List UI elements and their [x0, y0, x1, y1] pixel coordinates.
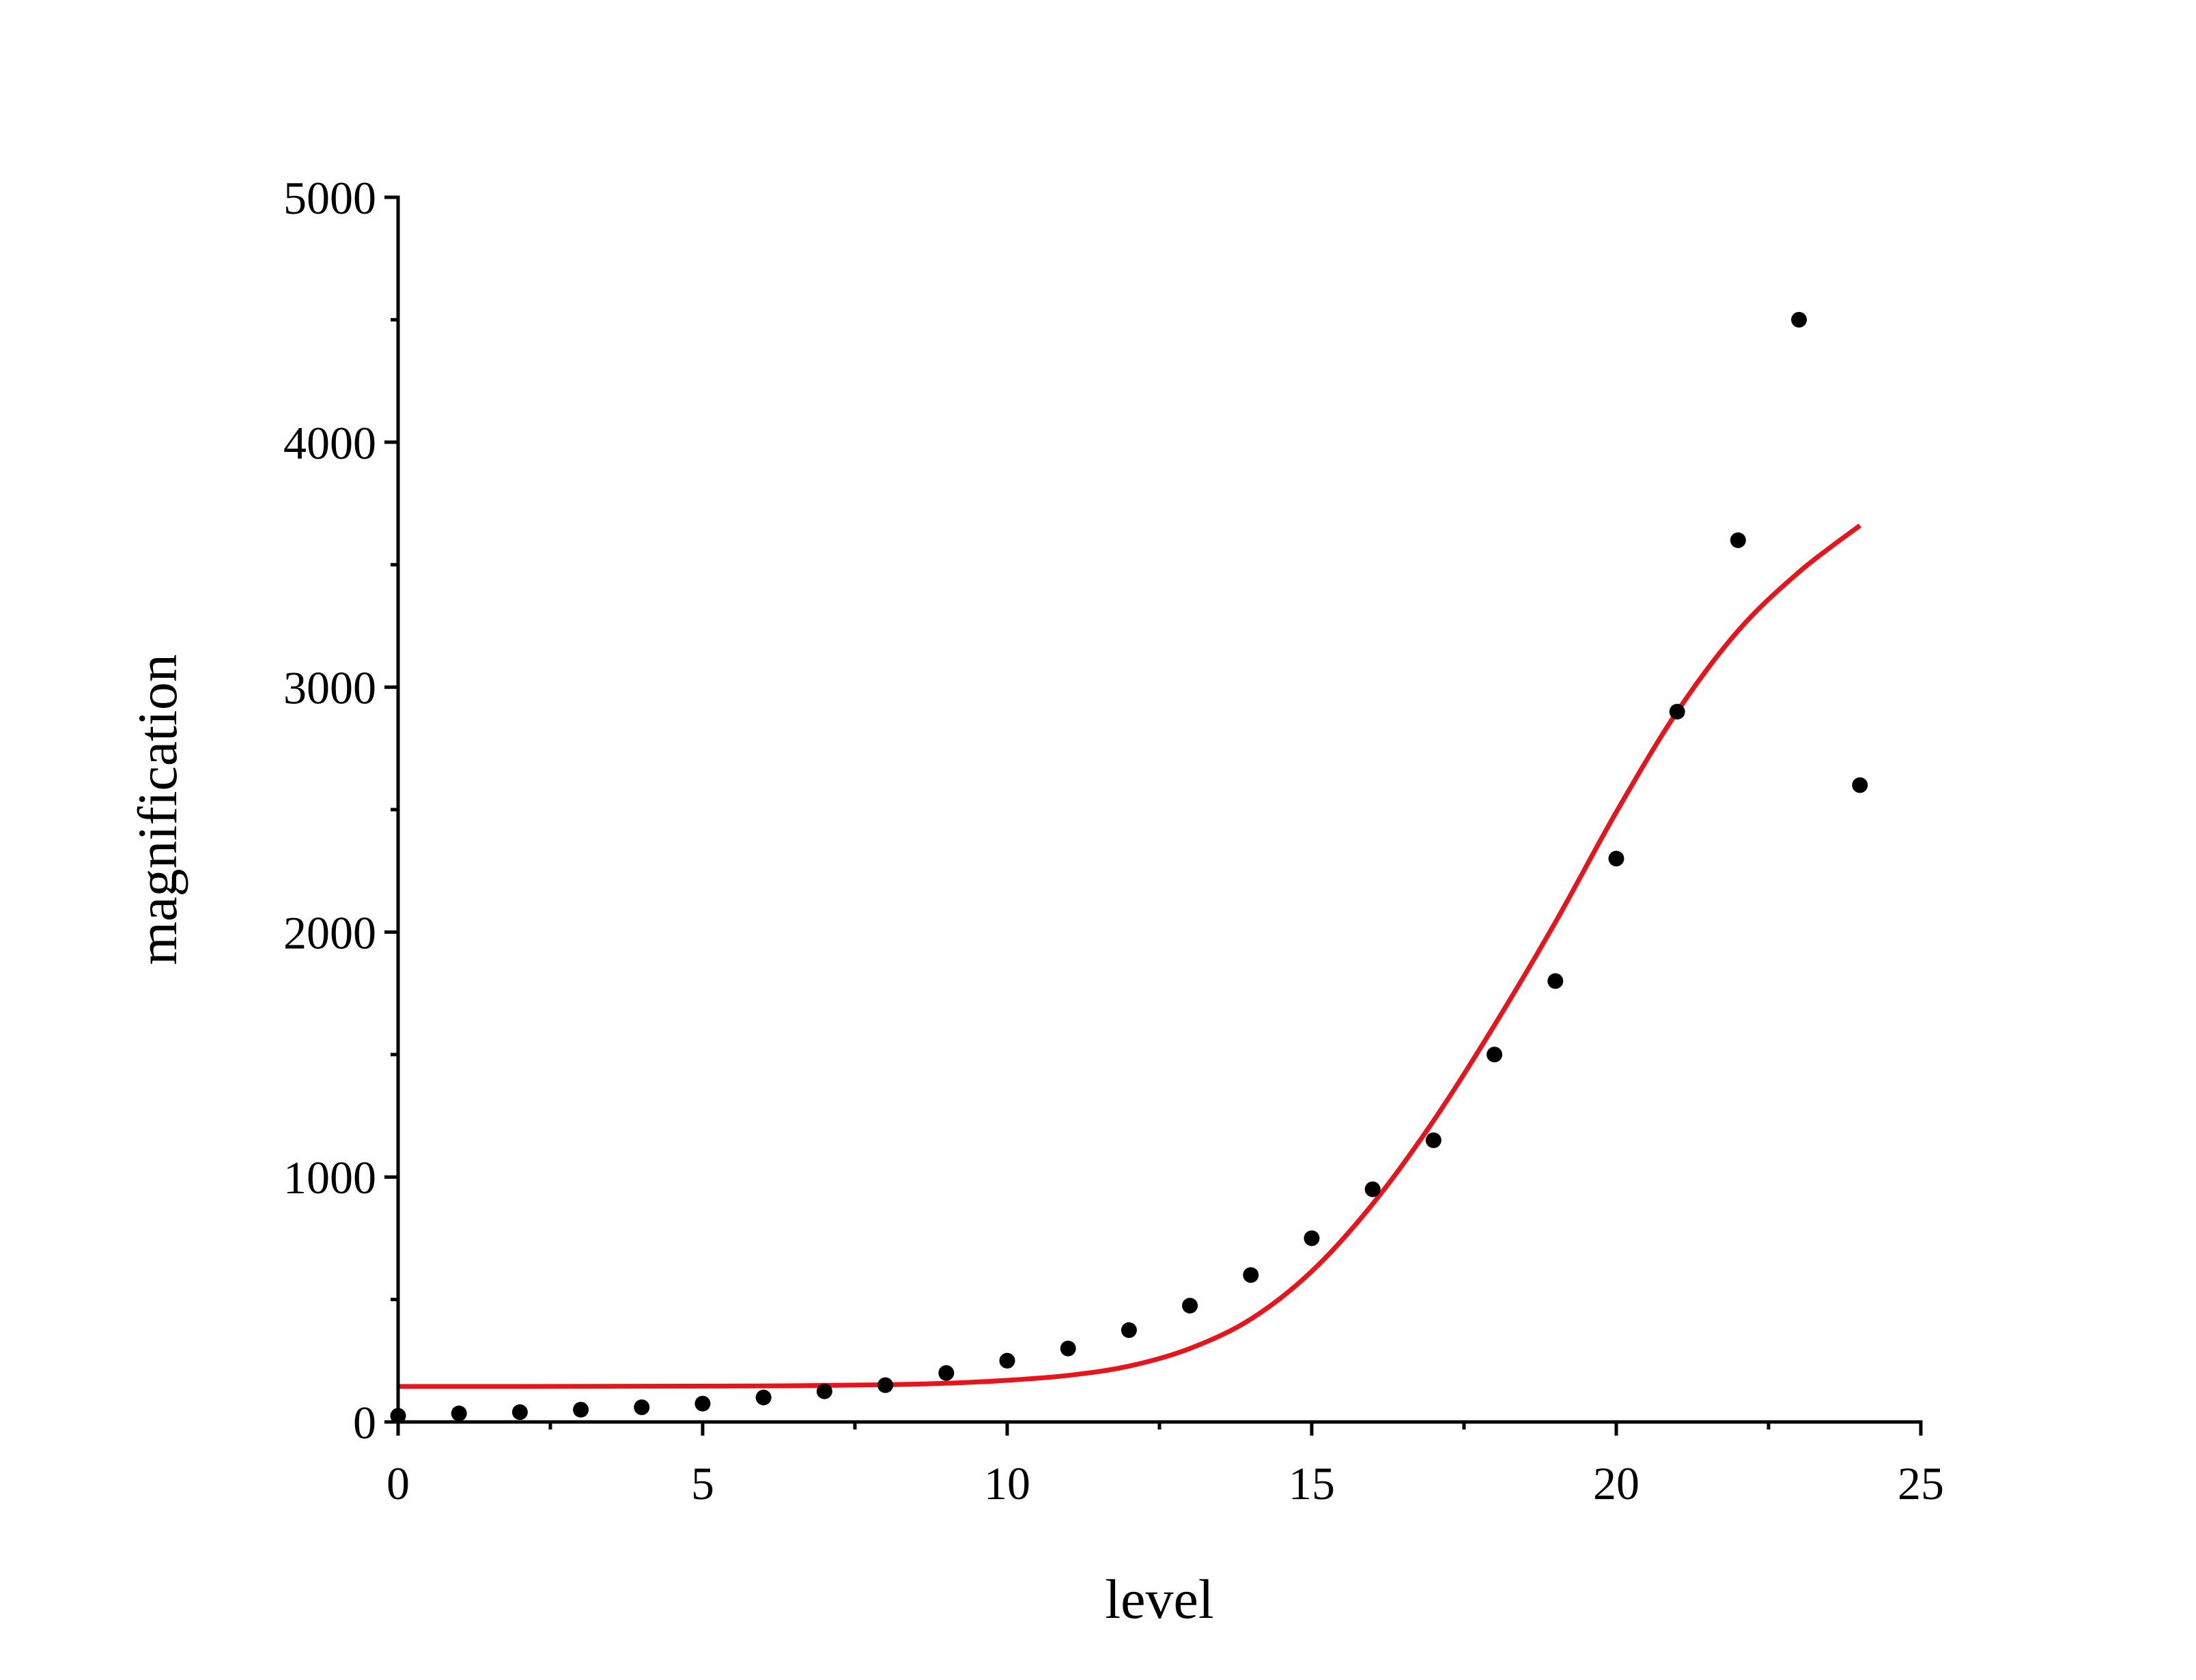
y-tick-label: 0 — [353, 1397, 376, 1449]
data-point — [816, 1383, 832, 1399]
x-tick-label: 5 — [691, 1457, 714, 1509]
data-point — [938, 1365, 955, 1381]
data-point — [1304, 1230, 1320, 1247]
fit-curve — [397, 524, 1861, 1389]
x-tick-label: 20 — [1593, 1457, 1639, 1509]
data-point — [755, 1389, 772, 1406]
data-point — [511, 1404, 528, 1421]
y-axis-title: magnification — [126, 654, 188, 965]
data-point — [1791, 311, 1807, 328]
data-point — [1243, 1267, 1259, 1283]
data-point — [694, 1395, 711, 1412]
data-point — [1547, 973, 1564, 989]
y-ticks: 0 1000 2000 3000 4000 5000 — [283, 172, 398, 1449]
data-point — [451, 1405, 467, 1421]
plot-lines — [397, 524, 1861, 1389]
data-point — [1608, 851, 1624, 867]
data-point — [1852, 777, 1868, 793]
data-point — [1425, 1132, 1441, 1148]
axes — [396, 195, 1923, 1424]
data-point — [1182, 1298, 1198, 1314]
y-tick-label: 4000 — [283, 417, 376, 469]
data-point — [1121, 1322, 1137, 1338]
y-tick-label: 1000 — [283, 1152, 376, 1204]
data-point — [573, 1401, 589, 1418]
data-point — [1364, 1181, 1381, 1197]
x-tick-label: 25 — [1898, 1457, 1944, 1509]
x-tick-label: 10 — [984, 1457, 1030, 1509]
data-point — [877, 1377, 894, 1393]
y-tick-label: 2000 — [283, 907, 376, 958]
data-point — [999, 1352, 1015, 1369]
data-point — [1669, 703, 1685, 720]
y-tick-label: 3000 — [283, 662, 376, 714]
data-point — [1060, 1340, 1076, 1356]
x-axis-title: level — [1105, 1568, 1213, 1630]
data-point — [634, 1399, 650, 1415]
data-point — [1730, 532, 1746, 548]
x-tick-label: 15 — [1289, 1457, 1335, 1509]
y-tick-label: 5000 — [283, 172, 376, 224]
data-point — [1487, 1047, 1503, 1063]
plot-points — [390, 311, 1868, 1424]
x-tick-label: 0 — [386, 1457, 410, 1509]
x-ticks: 0 5 10 15 20 25 — [386, 1422, 1944, 1509]
